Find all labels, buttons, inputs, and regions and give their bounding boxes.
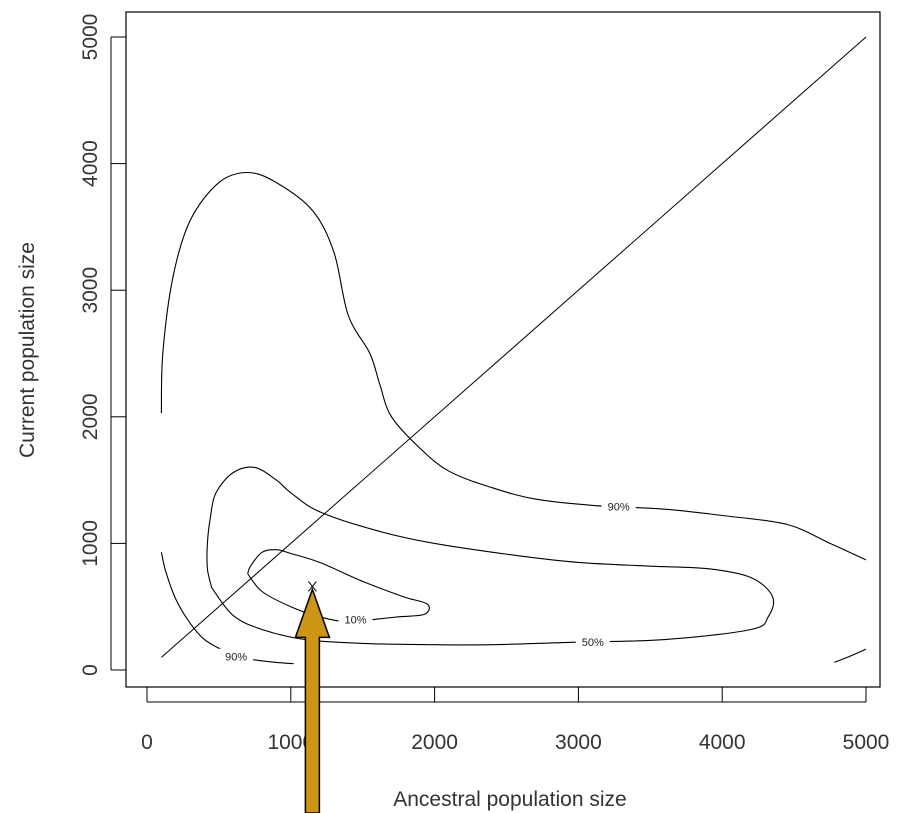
y-tick-label: 2000 (79, 393, 102, 440)
contour-line (834, 648, 867, 663)
x-tick-label: 4000 (699, 731, 746, 754)
contour-line (247, 549, 430, 623)
x-tick-label: 1000 (267, 731, 314, 754)
reference-line (161, 36, 867, 658)
contour-label-background (575, 634, 610, 649)
y-tick-label: 1000 (79, 520, 102, 567)
x-tick-label: 3000 (555, 731, 602, 754)
y-tick-label: 0 (79, 664, 102, 676)
x-tick-label: 2000 (411, 731, 458, 754)
contour-label: 90% (225, 652, 247, 664)
y-tick-label: 4000 (79, 140, 102, 187)
y-tick-label: 5000 (79, 14, 102, 61)
contour-label-background (219, 648, 254, 663)
arrow-layer (294, 587, 331, 813)
contour-label-background (338, 611, 373, 626)
x-axis-label: Ancestral population size (393, 788, 626, 811)
contour-label: 90% (608, 502, 630, 514)
contour-line (160, 171, 867, 561)
plot-frame (125, 11, 881, 688)
contour-line (206, 466, 775, 646)
y-axis: 0 1000 2000 3000 4000 5000 (79, 14, 126, 676)
x-tick-label: 0 (141, 731, 153, 754)
plot-area: 10% 50% 90% 90% (160, 36, 867, 665)
y-tick-label: 3000 (79, 267, 102, 314)
contour-label: 50% (582, 637, 604, 649)
contour-label: 10% (344, 614, 366, 626)
contour-line (160, 552, 294, 665)
y-axis-label: Current population size (16, 242, 39, 458)
marker-x (307, 581, 317, 592)
x-tick-label: 5000 (843, 731, 890, 754)
contour-label-background (601, 498, 636, 513)
annotation-arrow (294, 587, 331, 813)
x-axis: 0 1000 2000 3000 4000 5000 (141, 687, 889, 754)
